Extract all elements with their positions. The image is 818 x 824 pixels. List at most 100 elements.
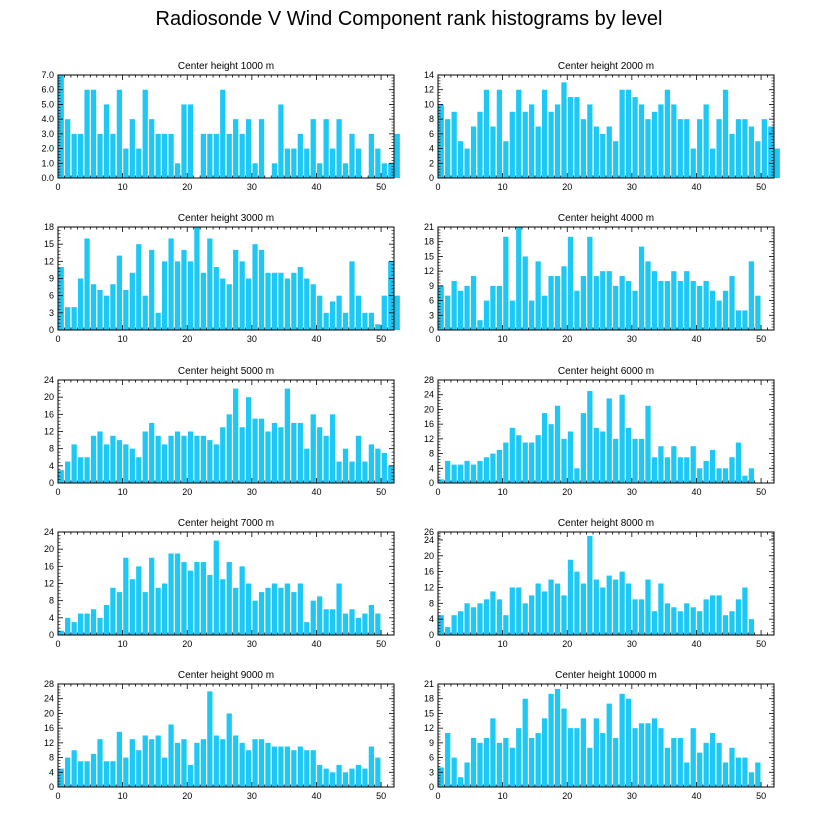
x-tick-label: 50: [756, 182, 766, 192]
y-tick-label: 6: [429, 129, 434, 139]
bar: [464, 460, 470, 483]
bar: [265, 431, 271, 483]
y-tick-label: 15: [44, 239, 54, 249]
bar: [200, 435, 207, 483]
y-tick-label: 20: [44, 544, 54, 554]
bar: [310, 119, 316, 178]
bar: [110, 435, 116, 483]
bar: [388, 465, 394, 483]
bar: [258, 249, 265, 330]
bar: [58, 75, 64, 178]
bar: [606, 398, 612, 483]
bar: [716, 468, 722, 483]
bar: [226, 414, 232, 483]
y-tick-label: 28: [44, 679, 54, 689]
bar: [394, 295, 400, 330]
bar: [729, 276, 735, 330]
bar: [368, 444, 375, 483]
bar: [664, 603, 671, 635]
bar: [239, 566, 245, 635]
bar: [574, 571, 580, 635]
x-tick-label: 50: [376, 791, 386, 801]
bar: [613, 438, 619, 483]
bar: [529, 595, 535, 635]
bar: [735, 599, 742, 635]
bar: [103, 761, 110, 787]
bar: [658, 280, 664, 330]
bar: [226, 562, 232, 635]
bar: [323, 312, 329, 330]
chart-panel-3: Center height 3000 m 0 10 20 30 40 50 0 3 6 9 12 15 1…: [44, 213, 400, 344]
bar: [606, 271, 612, 330]
bar: [457, 141, 464, 178]
y-tick-label: 0: [49, 782, 54, 792]
bar: [606, 126, 612, 178]
bar: [252, 600, 258, 635]
bar: [541, 718, 548, 787]
bar: [336, 583, 342, 635]
bar: [90, 435, 97, 483]
bar: [645, 405, 651, 483]
bar: [496, 89, 503, 178]
bar: [291, 750, 297, 787]
bar: [362, 768, 368, 787]
y-tick-label: 9: [49, 274, 54, 284]
bar: [625, 89, 632, 178]
x-tick-label: 20: [182, 487, 192, 497]
bar: [697, 752, 703, 787]
bar: [541, 295, 548, 330]
x-tick-label: 40: [691, 334, 701, 344]
y-tick-label: 4: [429, 144, 434, 154]
bar: [284, 388, 291, 483]
x-tick-label: 20: [562, 182, 572, 192]
bar: [161, 444, 168, 483]
x-tick-label: 30: [247, 791, 257, 801]
bar: [233, 587, 239, 635]
bar: [774, 148, 780, 178]
y-tick-label: 12: [44, 256, 54, 266]
bar: [716, 595, 722, 635]
bar: [297, 133, 303, 178]
bar: [304, 448, 310, 483]
x-tick-label: 0: [55, 639, 60, 649]
bar: [284, 148, 291, 178]
bar: [722, 468, 729, 483]
bar: [535, 261, 541, 330]
bar: [645, 119, 651, 178]
bar: [265, 587, 271, 635]
bar: [123, 289, 129, 330]
x-tick-label: 30: [627, 791, 637, 801]
bar: [116, 89, 123, 178]
panel-title: Center height 2000 m: [558, 61, 654, 72]
bar: [600, 587, 606, 635]
bar: [329, 772, 336, 787]
bar: [284, 746, 291, 787]
x-tick-label: 20: [562, 334, 572, 344]
panel-title: Center height 8000 m: [558, 518, 654, 529]
y-tick-label: 0: [429, 630, 434, 640]
bar: [483, 300, 490, 330]
bar: [278, 272, 284, 330]
bar: [483, 457, 490, 483]
bar: [722, 89, 729, 178]
bar: [220, 89, 226, 178]
bar: [625, 698, 632, 787]
x-tick-label: 40: [311, 334, 321, 344]
bar: [761, 119, 767, 178]
bar: [297, 583, 303, 635]
bar: [123, 444, 129, 483]
x-tick-label: 20: [562, 639, 572, 649]
y-tick-label: 18: [424, 237, 434, 247]
panel-title: Center height 6000 m: [558, 366, 654, 377]
y-tick-label: 24: [424, 535, 434, 545]
bar: [625, 583, 632, 635]
bar: [438, 104, 444, 178]
bar: [703, 104, 709, 178]
bar: [658, 104, 664, 178]
x-tick-label: 20: [182, 182, 192, 192]
y-tick-label: 7.0: [41, 70, 54, 80]
x-tick-label: 10: [118, 639, 128, 649]
panel-title: Center height 9000 m: [178, 670, 274, 681]
y-tick-label: 24: [44, 694, 54, 704]
bar: [470, 126, 477, 178]
